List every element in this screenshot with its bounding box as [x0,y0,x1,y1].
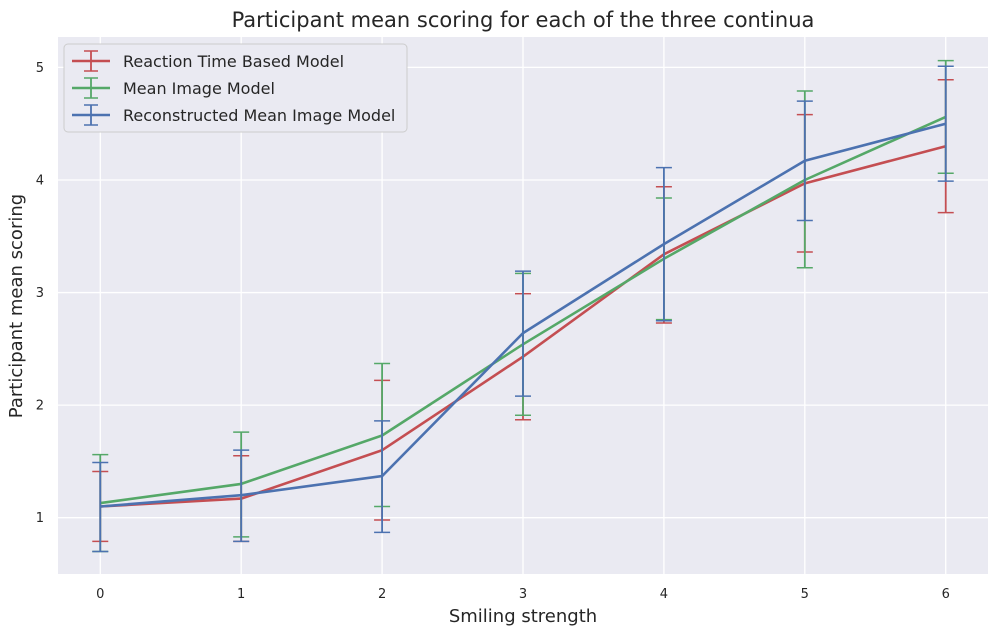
y-tick-label: 5 [36,61,44,76]
y-axis-label: Participant mean scoring [6,194,27,418]
series-layer [92,59,954,553]
x-tick-label: 0 [96,587,104,602]
ticks: 0 1 2 3 4 5 6 1 2 3 4 5 [36,61,950,602]
legend-frame [63,43,408,133]
x-tick-label: 5 [801,587,809,602]
chart-title: Participant mean scoring for each of the… [232,8,815,32]
x-tick-label: 4 [660,587,668,602]
legend-label: Mean Image Model [123,79,275,98]
x-tick-label: 6 [942,587,950,602]
y-tick-label: 2 [36,399,44,414]
y-tick-label: 1 [36,511,44,526]
x-tick-label: 3 [519,587,527,602]
legend-label: Reconstructed Mean Image Model [123,106,395,125]
x-tick-label: 2 [378,587,386,602]
legend-label: Reaction Time Based Model [123,52,344,71]
y-tick-label: 3 [36,286,44,301]
y-tick-label: 4 [36,173,44,188]
series-2 [92,65,954,553]
legend: Reaction Time Based Model Mean Image Mode… [63,43,408,133]
x-tick-label: 1 [237,587,245,602]
x-axis-label: Smiling strength [449,606,597,627]
series-line [100,122,947,508]
